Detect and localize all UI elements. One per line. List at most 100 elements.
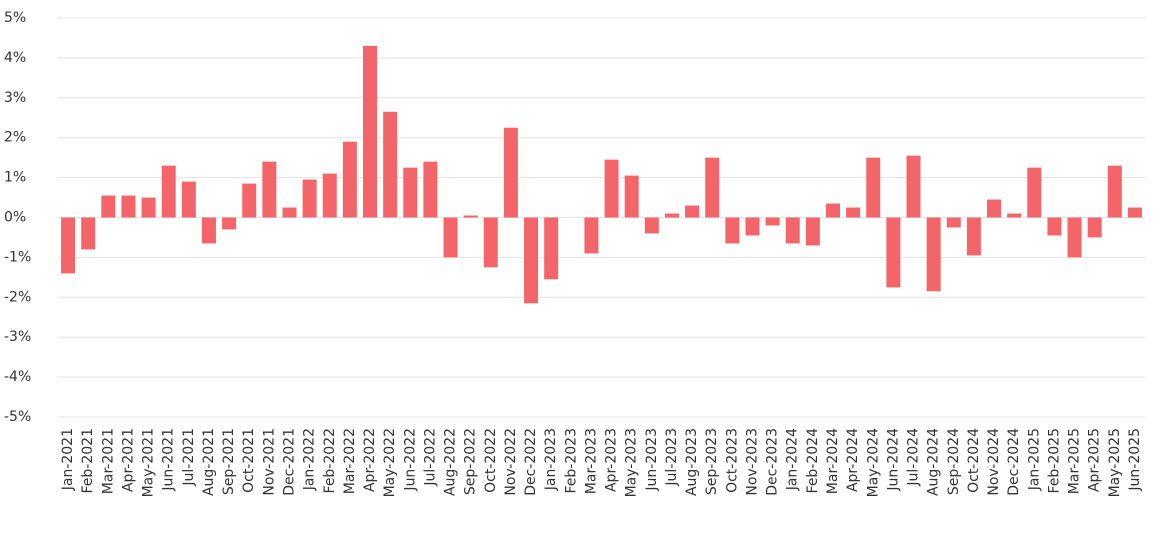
x-tick-label: May-2021 bbox=[141, 428, 157, 497]
bar bbox=[886, 217, 901, 288]
x-tick-label: Nov-2023 bbox=[744, 428, 760, 496]
x-tick-label: Feb-2023 bbox=[563, 428, 579, 493]
x-tick-label: Jan-2025 bbox=[1026, 428, 1042, 491]
bar bbox=[262, 161, 277, 218]
x-tick-label: May-2023 bbox=[624, 428, 640, 497]
x-tick-label: Jun-2023 bbox=[644, 428, 660, 492]
x-tick-label: Mar-2025 bbox=[1067, 428, 1083, 494]
y-tick-label: -1% bbox=[4, 249, 31, 265]
bar bbox=[383, 111, 398, 218]
x-tick-label: Mar-2024 bbox=[825, 428, 841, 494]
bar bbox=[242, 183, 257, 218]
x-tick-label: Aug-2024 bbox=[926, 428, 942, 496]
x-tick-label: May-2025 bbox=[1107, 428, 1123, 497]
x-tick-label: Sep-2022 bbox=[463, 428, 479, 495]
bar bbox=[81, 217, 96, 250]
x-tick-label: Nov-2022 bbox=[503, 428, 519, 496]
bar bbox=[1007, 213, 1022, 218]
bar bbox=[483, 217, 498, 268]
bar bbox=[61, 217, 76, 274]
bar bbox=[745, 217, 760, 236]
x-tick-label: Jul-2021 bbox=[181, 428, 197, 487]
bar bbox=[302, 179, 317, 218]
bar bbox=[322, 173, 337, 218]
x-tick-label: Apr-2021 bbox=[120, 428, 136, 492]
bar bbox=[1107, 165, 1122, 218]
x-tick-label: Jul-2023 bbox=[664, 428, 680, 487]
x-tick-label: Dec-2023 bbox=[765, 428, 781, 496]
x-tick-label: Feb-2025 bbox=[1046, 428, 1062, 493]
x-tick-label: Feb-2021 bbox=[80, 428, 96, 493]
y-tick-label: 3% bbox=[4, 90, 26, 106]
x-tick-label: Jan-2024 bbox=[785, 428, 801, 491]
x-tick-label: Dec-2021 bbox=[281, 428, 297, 496]
bar bbox=[544, 217, 559, 280]
x-tick-label: Jun-2025 bbox=[1127, 428, 1143, 492]
bar bbox=[1027, 167, 1042, 218]
bar bbox=[423, 161, 438, 218]
x-tick-label: Apr-2023 bbox=[604, 428, 620, 492]
x-tick-label: Sep-2021 bbox=[221, 428, 237, 495]
bar bbox=[141, 197, 156, 218]
x-tick-label: Jan-2021 bbox=[60, 428, 76, 491]
bar bbox=[685, 205, 700, 218]
bar bbox=[101, 195, 116, 218]
y-tick-label: 1% bbox=[4, 170, 26, 186]
x-tick-label: Aug-2022 bbox=[443, 428, 459, 496]
bar bbox=[946, 217, 961, 228]
bar bbox=[342, 141, 357, 218]
x-tick-label: Dec-2022 bbox=[523, 428, 539, 496]
bar bbox=[906, 155, 921, 218]
y-tick-label: 2% bbox=[4, 130, 26, 146]
y-tick-label: 4% bbox=[4, 50, 26, 66]
x-tick-label: Aug-2023 bbox=[684, 428, 700, 496]
bar bbox=[524, 217, 539, 304]
x-tick-label: Oct-2024 bbox=[966, 428, 982, 493]
y-tick-label: -3% bbox=[4, 329, 31, 345]
bar bbox=[584, 217, 599, 254]
x-tick-label: Apr-2025 bbox=[1087, 428, 1103, 492]
x-tick-label: Oct-2021 bbox=[241, 428, 257, 493]
x-tick-label: Jul-2022 bbox=[422, 428, 438, 487]
bar bbox=[926, 217, 941, 292]
x-tick-label: May-2022 bbox=[382, 428, 398, 497]
bar bbox=[121, 195, 136, 218]
bar bbox=[282, 207, 297, 218]
bar bbox=[825, 203, 840, 218]
x-tick-label: Mar-2022 bbox=[342, 428, 358, 494]
bar bbox=[1067, 217, 1082, 258]
x-tick-label: Feb-2024 bbox=[805, 428, 821, 494]
x-tick-label: Feb-2022 bbox=[322, 428, 338, 493]
x-tick-label: Nov-2021 bbox=[261, 428, 277, 496]
x-tick-label: Aug-2021 bbox=[201, 428, 217, 496]
bar bbox=[705, 157, 720, 218]
bar bbox=[866, 157, 881, 218]
bar bbox=[1047, 217, 1062, 236]
bar bbox=[181, 181, 196, 218]
y-tick-label: 0% bbox=[4, 210, 26, 226]
x-tick-label: Jun-2022 bbox=[402, 428, 418, 492]
bar bbox=[846, 207, 861, 218]
y-tick-label: -2% bbox=[4, 289, 31, 305]
x-tick-label: Oct-2022 bbox=[483, 428, 499, 493]
x-tick-label: Mar-2021 bbox=[100, 428, 116, 494]
x-tick-label: Sep-2024 bbox=[946, 428, 962, 495]
bar bbox=[987, 199, 1002, 218]
x-tick-label: Sep-2023 bbox=[704, 428, 720, 495]
bar bbox=[463, 215, 478, 218]
x-tick-label: Apr-2022 bbox=[362, 428, 378, 492]
bar bbox=[725, 217, 740, 244]
bar bbox=[201, 217, 216, 244]
y-tick-label: -4% bbox=[4, 369, 31, 385]
y-tick-label: -5% bbox=[4, 409, 31, 425]
bar bbox=[785, 217, 800, 244]
x-tick-label: Jan-2022 bbox=[302, 428, 318, 491]
x-tick-label: Jun-2024 bbox=[885, 428, 901, 492]
x-tick-label: Mar-2023 bbox=[583, 428, 599, 494]
bar bbox=[765, 217, 780, 226]
x-tick-label: Jan-2023 bbox=[543, 428, 559, 491]
x-tick-label: Oct-2023 bbox=[724, 428, 740, 493]
x-tick-label: Nov-2024 bbox=[986, 428, 1002, 496]
bar bbox=[222, 217, 237, 230]
bar bbox=[966, 217, 981, 256]
